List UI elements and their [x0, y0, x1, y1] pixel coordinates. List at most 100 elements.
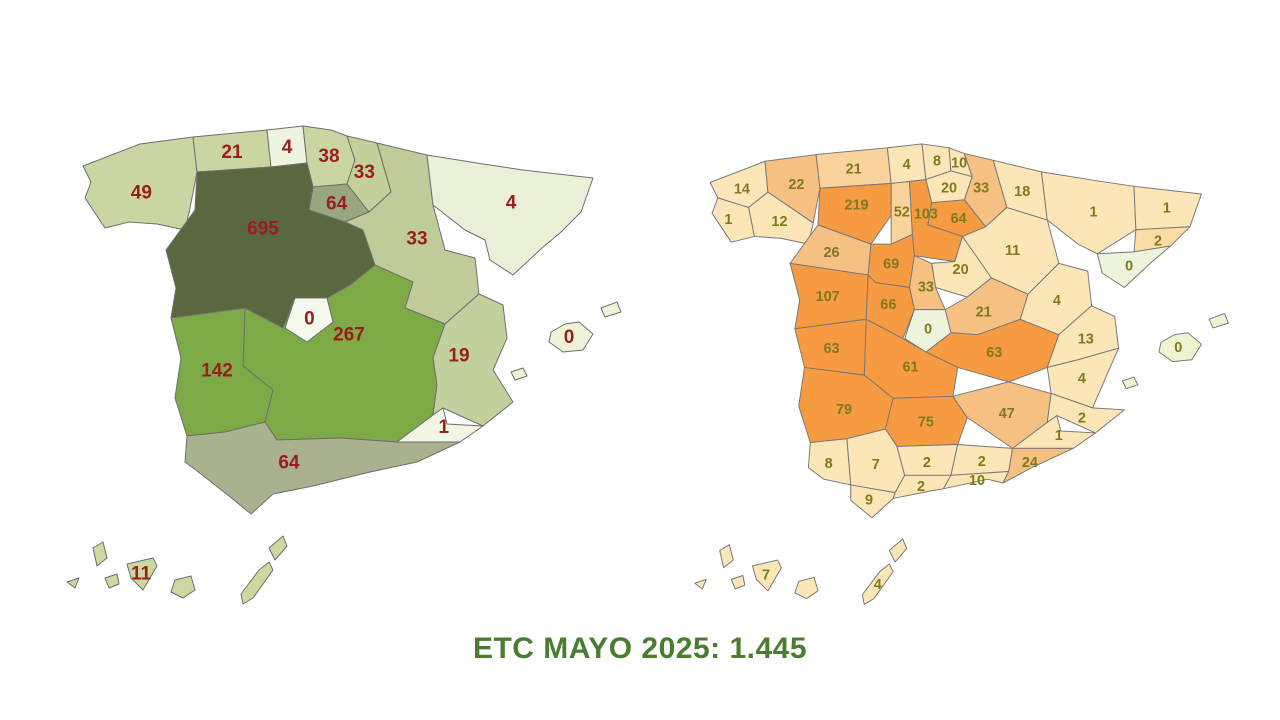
cuenca-value-label: 63 [986, 345, 1002, 361]
asturias-value-label: 21 [221, 142, 243, 163]
region-canarias [126, 557, 158, 591]
island-gran_canaria [794, 576, 819, 600]
valladolid-value-label: 69 [883, 256, 899, 272]
region-mallorca [1158, 332, 1202, 363]
vizcaya-value-label: 8 [933, 154, 941, 170]
pontevedra-value-label: 1 [724, 212, 732, 228]
region-zaragoza [962, 207, 1060, 295]
page-title: ETC MAYO 2025: 1.445 [472, 632, 808, 665]
huelva-value-label: 8 [825, 456, 833, 472]
mallorca-value-label: 0 [1174, 340, 1182, 356]
region-madrid [284, 297, 334, 343]
region-malaga [892, 474, 952, 499]
asturias-value-label: 21 [846, 162, 862, 178]
cantabria-value-label: 4 [903, 157, 911, 173]
almeria-value-label: 24 [1022, 455, 1038, 471]
island-ibiza [1121, 376, 1139, 390]
malaga-value-label: 2 [917, 479, 925, 495]
la_rioja-value-label: 64 [951, 211, 967, 227]
badajoz-value-label: 79 [836, 402, 852, 418]
region-madrid [904, 309, 952, 353]
pais_vasco-value-label: 38 [318, 146, 339, 167]
aragon-value-label: 33 [406, 229, 427, 250]
lugo-value-label: 22 [788, 177, 804, 193]
cordoba-value-label: 2 [923, 455, 931, 471]
region-c_valenciana [432, 293, 514, 427]
madrid-value-label: 0 [304, 308, 315, 329]
region-cataluna [426, 154, 594, 276]
murcia-value-label: 1 [439, 417, 450, 438]
granada-value-label: 10 [969, 473, 985, 489]
island-hierro [694, 578, 707, 590]
valencia-value-label: 4 [1078, 371, 1086, 387]
salamanca-value-label: 107 [816, 289, 840, 305]
navarra-value-label: 33 [973, 181, 989, 197]
canarias-value-label: 11 [131, 564, 152, 585]
a_coruna-value-label: 14 [734, 181, 750, 197]
galicia-value-label: 49 [131, 183, 152, 204]
extremadura-value-label: 142 [201, 361, 233, 382]
castilla_y_leon-value-label: 695 [247, 219, 279, 240]
zaragoza-value-label: 11 [1005, 243, 1020, 259]
girona-value-label: 1 [1163, 201, 1171, 217]
c_valenciana-value-label: 19 [448, 346, 469, 367]
palencia-value-label: 52 [894, 204, 910, 220]
caceres-value-label: 63 [823, 341, 839, 357]
region-huelva [807, 438, 852, 486]
region-pontevedra [711, 197, 755, 243]
madrid-value-label: 0 [924, 322, 932, 338]
region-leon [817, 182, 892, 245]
island-gomera [730, 575, 746, 590]
island-hierro [66, 577, 80, 589]
region-andalucia [184, 421, 461, 515]
jaen-value-label: 2 [978, 454, 986, 470]
murcia-value-label: 1 [1055, 428, 1063, 444]
ourense-value-label: 12 [771, 214, 787, 230]
tarragona-value-label: 0 [1125, 258, 1133, 274]
teruel-value-label: 4 [1053, 293, 1061, 309]
island-ibiza [510, 367, 528, 381]
region-almeria [1002, 447, 1074, 484]
zamora-value-label: 26 [823, 245, 839, 261]
las_palmas-value-label: 4 [874, 577, 882, 593]
island-lanzarote [268, 535, 288, 561]
baleares-value-label: 0 [564, 327, 575, 348]
navarra-value-label: 33 [354, 162, 375, 183]
island-la_palma [719, 544, 734, 569]
region-galicia [82, 136, 198, 231]
island-menorca [1208, 313, 1229, 329]
segovia-value-label: 33 [918, 280, 934, 296]
cataluna-value-label: 4 [506, 193, 517, 214]
sevilla-value-label: 7 [872, 457, 880, 473]
island-lanzarote [888, 538, 908, 563]
albacete-value-label: 47 [999, 406, 1015, 422]
region-lugo [764, 154, 821, 224]
burgos-value-label: 103 [914, 206, 938, 222]
island-menorca [600, 301, 622, 318]
cadiz-value-label: 9 [865, 492, 873, 508]
tenerife-value-label: 7 [762, 568, 770, 584]
alicante-value-label: 2 [1078, 411, 1086, 427]
lleida-value-label: 1 [1089, 204, 1097, 220]
avila-value-label: 66 [880, 297, 896, 313]
castilla_la_mancha-value-label: 267 [333, 325, 365, 346]
gipuzkoa-value-label: 10 [951, 155, 967, 171]
ciudad_real-value-label: 75 [918, 414, 934, 430]
huesca-value-label: 18 [1014, 184, 1030, 200]
region-baleares [548, 321, 594, 353]
region-tarragona [1096, 245, 1172, 288]
region-cadiz [850, 484, 896, 519]
andalucia-value-label: 64 [278, 453, 300, 474]
alava-value-label: 20 [941, 180, 957, 196]
barcelona-value-label: 2 [1154, 233, 1162, 249]
region-las_palmas [861, 563, 894, 605]
island-gomera [104, 573, 120, 589]
region-tenerife [752, 559, 782, 592]
communities-map: 49 21 4 38 33 64 33 4 695 267 19 1 142 64 0 11 0 [66, 125, 622, 605]
leon-value-label: 219 [844, 198, 868, 214]
island-fuerteventura [240, 561, 274, 605]
soria-value-label: 20 [953, 262, 969, 278]
la_rioja-value-label: 64 [326, 194, 348, 215]
